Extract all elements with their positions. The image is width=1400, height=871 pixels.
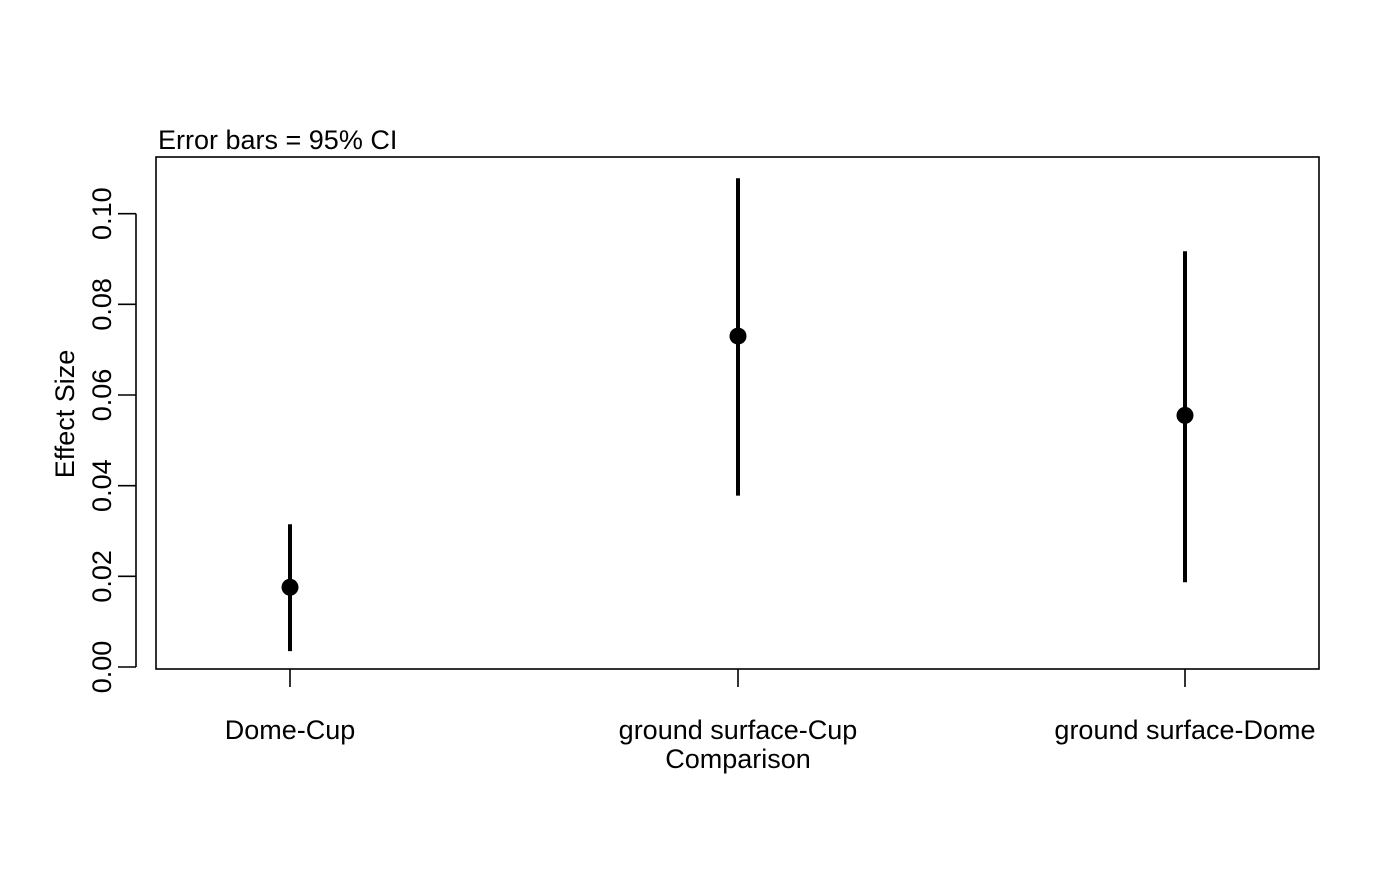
x-tick-label: ground surface-Dome (1054, 715, 1315, 745)
plot-marks (281, 178, 1194, 652)
y-tick-label: 0.10 (87, 187, 117, 240)
y-axis-label: Effect Size (50, 350, 80, 479)
y-tick-label: 0.06 (87, 369, 117, 422)
x-tick-label: ground surface-Cup (619, 715, 858, 745)
y-tick-label: 0.04 (87, 459, 117, 512)
point-estimate (1176, 406, 1194, 424)
x-axis: Dome-Cup ground surface-Cup ground surface… (225, 669, 1316, 745)
point-estimate (281, 578, 299, 596)
y-tick-label: 0.00 (87, 641, 117, 694)
x-tick-label: Dome-Cup (225, 715, 356, 745)
chart-subtitle: Error bars = 95% CI (158, 125, 397, 155)
y-axis: 0.00 0.02 0.04 0.06 0.08 0.10 (87, 187, 137, 694)
point-estimate (729, 327, 747, 345)
x-axis-label: Comparison (665, 744, 811, 774)
y-tick-label: 0.02 (87, 550, 117, 603)
y-tick-label: 0.08 (87, 278, 117, 331)
